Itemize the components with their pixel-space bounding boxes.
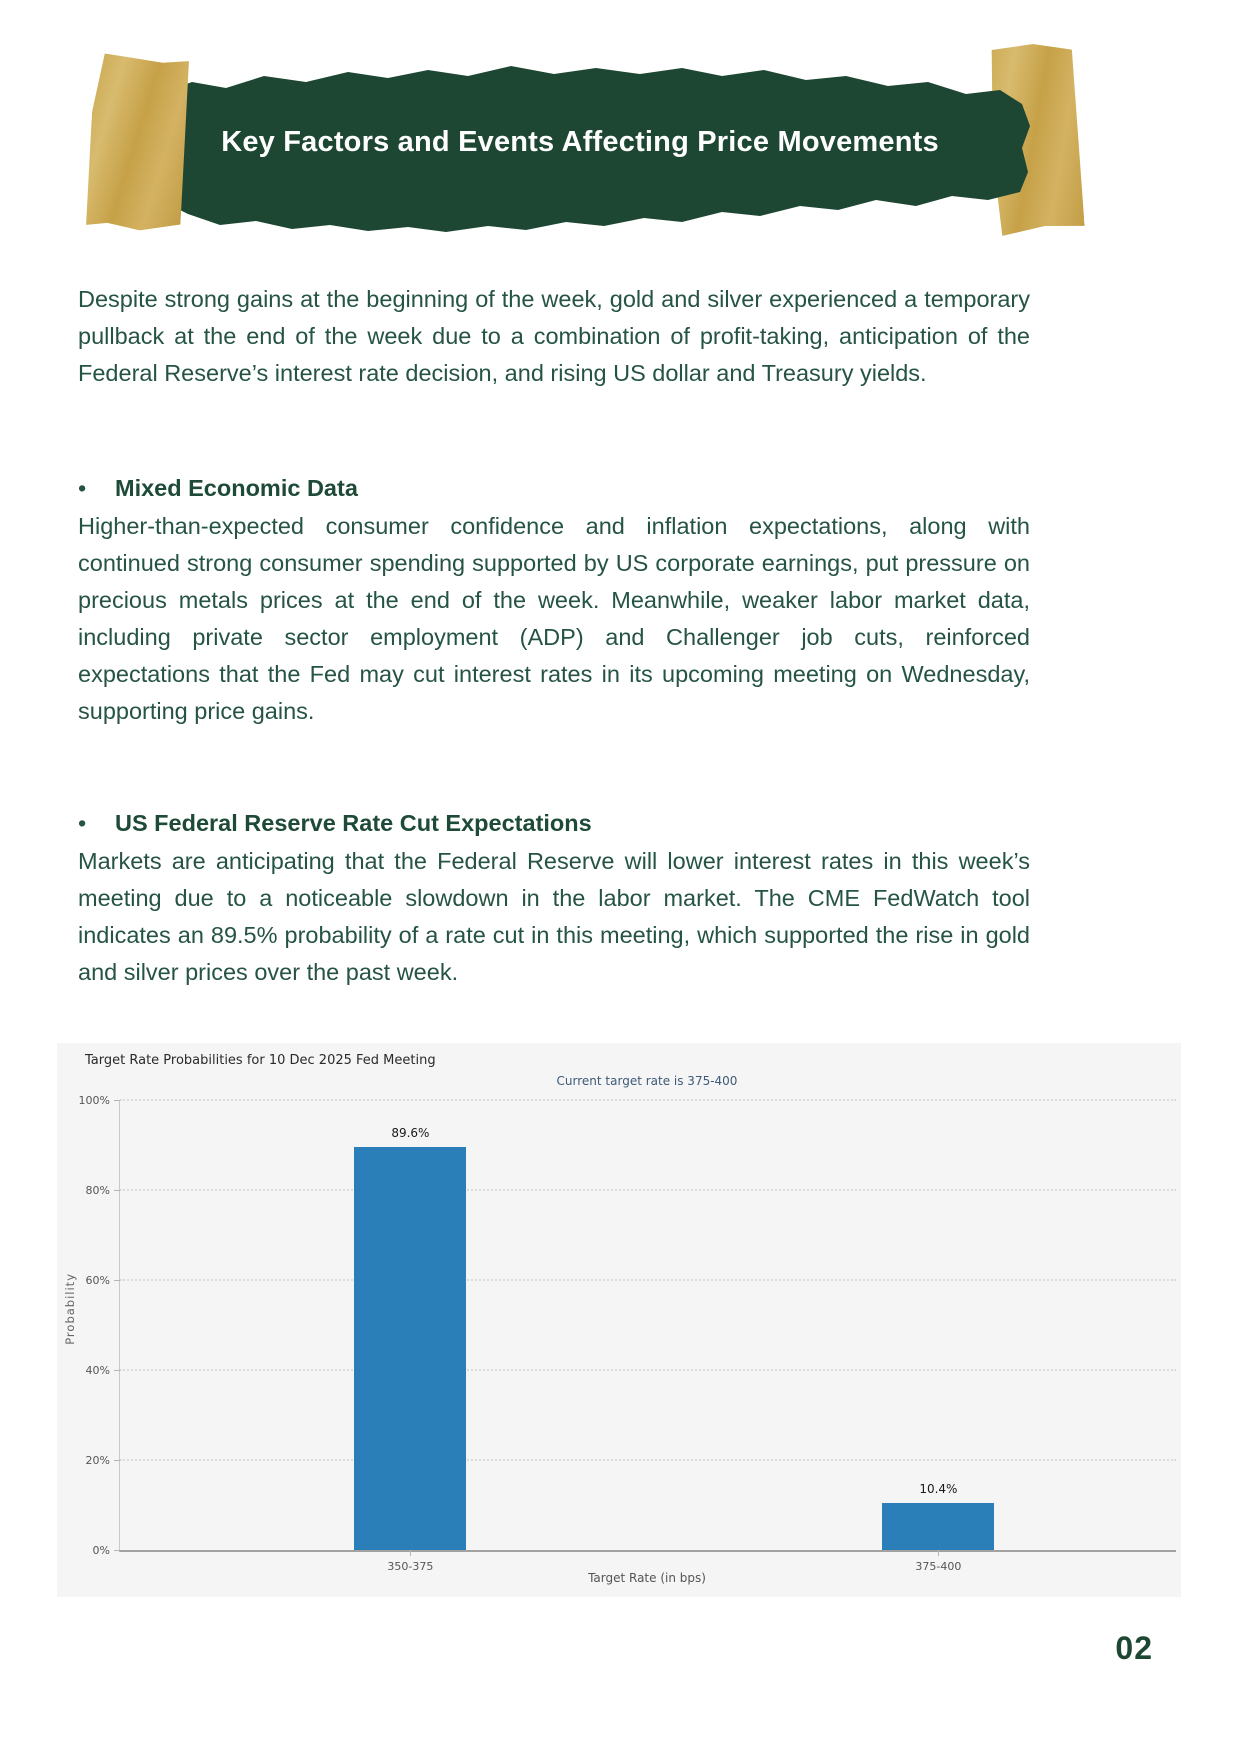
torn-paper-banner-shape	[140, 66, 1030, 232]
chart-title: Target Rate Probabilities for 10 Dec 202…	[85, 1053, 436, 1068]
intro-paragraph: Despite strong gains at the beginning of…	[78, 286, 1030, 386]
probability-bar	[882, 1503, 995, 1550]
plot-area: 0% 20% 40% 60% 80% 100% 89.6% 350-375 10.4% 375-4…	[79, 1094, 1176, 1573]
y-tick-mark	[114, 1190, 120, 1191]
page-number: 02	[1115, 1630, 1153, 1666]
section-heading-rate-cut-expectations: • US Federal Reserve Rate Cut Expectatio…	[78, 805, 1030, 842]
probability-bar	[354, 1146, 467, 1550]
chart-subtitle: Current target rate is 375-400	[556, 1074, 738, 1088]
title-banner: Key Factors and Events Affecting Price M…	[88, 42, 1088, 242]
page-title: Key Factors and Events Affecting Price M…	[221, 125, 939, 158]
x-tick-mark	[938, 1550, 940, 1556]
y-gridline	[120, 1279, 1176, 1281]
bar-value-label: 10.4%	[919, 1482, 958, 1497]
y-tick-label: 0%	[92, 1544, 110, 1557]
y-gridline	[120, 1189, 1176, 1191]
fedwatch-probability-chart: Target Rate Probabilities for 10 Dec 202…	[57, 1043, 1181, 1597]
y-tick-label: 60%	[85, 1274, 110, 1287]
y-tick-label: 40%	[85, 1364, 110, 1377]
y-tick-mark	[114, 1280, 120, 1281]
y-tick-mark	[114, 1550, 120, 1551]
section-heading-mixed-economic-data: • Mixed Economic Data	[78, 470, 1030, 507]
y-gridline	[120, 1099, 1176, 1101]
x-axis-title: Target Rate (in bps)	[588, 1571, 706, 1585]
tape-left-icon	[84, 53, 192, 233]
bar-value-label: 89.6%	[391, 1125, 430, 1140]
x-tick-label: 350-375	[387, 1560, 434, 1573]
y-tick-mark	[114, 1460, 120, 1461]
bullet-icon: •	[78, 475, 87, 501]
x-tick-label: 375-400	[915, 1560, 962, 1573]
y-gridline	[120, 1459, 1176, 1461]
y-tick-label: 100%	[78, 1094, 110, 1107]
y-tick-label: 80%	[85, 1184, 110, 1197]
y-tick-label: 20%	[85, 1454, 110, 1467]
bullet-icon: •	[78, 810, 87, 836]
x-tick-mark	[410, 1550, 412, 1556]
y-tick-mark	[114, 1100, 120, 1101]
section-heading-label: Mixed Economic Data	[115, 475, 358, 501]
section-heading-label: US Federal Reserve Rate Cut Expectations	[115, 810, 592, 836]
section-body-mixed-economic-data: Higher-than-expected consumer confidence…	[78, 513, 1030, 724]
section-body-rate-cut-expectations: Markets are anticipating that the Federa…	[78, 848, 1030, 985]
y-gridline	[120, 1369, 1176, 1371]
y-tick-mark	[114, 1370, 120, 1371]
